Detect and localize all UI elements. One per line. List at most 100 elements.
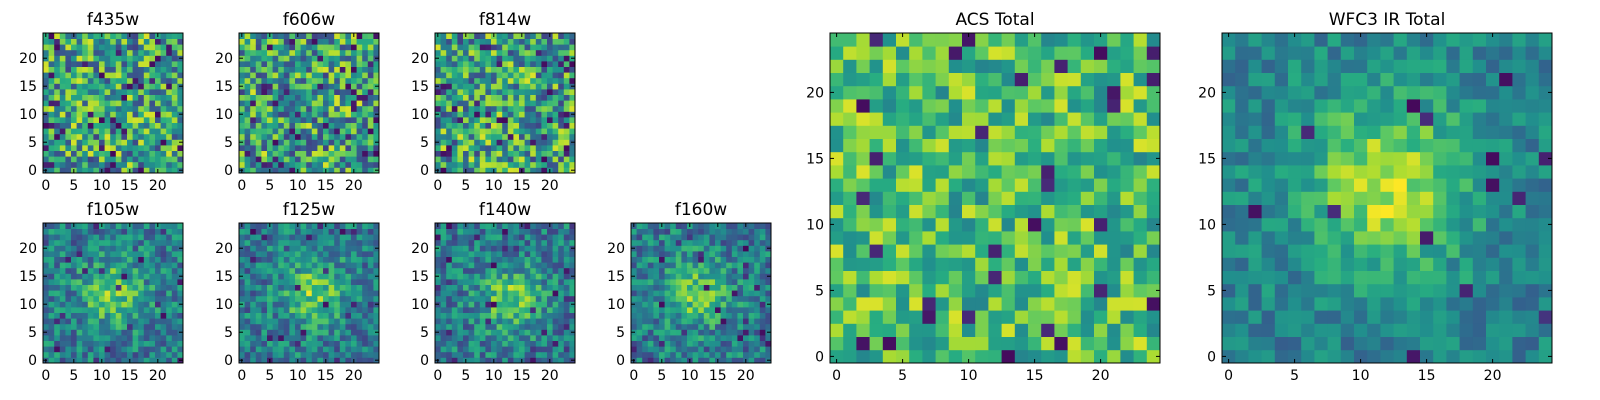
heatmap-cell [87,44,94,51]
heatmap-cell [166,139,173,146]
heatmap-cell [896,310,910,324]
heatmap-cell [317,122,324,129]
heatmap-cell [48,49,55,56]
heatmap-cell [334,273,341,280]
heatmap-cell [261,301,268,308]
y-tick-label: 0 [224,353,233,369]
heatmap-cell [869,244,884,258]
heatmap-cell [765,290,772,297]
heatmap-cell [451,72,458,79]
heatmap-cell [703,245,710,252]
x-tick-label: 15 [121,368,139,384]
heatmap-cell [132,161,139,168]
heatmap-cell [569,234,576,241]
heatmap-cell [334,89,341,95]
heatmap-cell [93,89,100,95]
heatmap-cell [541,161,548,168]
heatmap-cell [1080,323,1095,337]
heatmap-cell [975,257,989,271]
heatmap-cell [300,279,307,285]
heatmap-cell [681,279,688,285]
heatmap-cell [171,89,178,95]
heatmap-cell [569,340,576,347]
heatmap-cell [143,55,150,62]
heatmap-cell [535,307,542,313]
heatmap-cell [160,262,167,269]
heatmap-cell [339,245,346,252]
heatmap-cell [631,228,637,235]
heatmap-cell [631,335,637,341]
heatmap-cell [155,335,161,341]
heatmap-cell [82,44,89,51]
heatmap-cell [59,128,66,135]
heatmap-cell [166,89,173,95]
heatmap-cell [1028,283,1042,298]
heatmap-cell [48,284,55,291]
heatmap-cell [737,228,744,235]
heatmap-cell [110,122,117,129]
heatmap-cell [110,145,117,151]
heatmap-cell [743,284,749,291]
heatmap-cell [435,100,441,107]
heatmap-cell [132,94,139,101]
heatmap-cell [491,228,497,235]
heatmap-cell [457,301,464,308]
heatmap-cell [59,167,66,174]
heatmap-cell [670,295,677,302]
heatmap-cell [869,297,884,311]
heatmap-cell [283,83,290,90]
heatmap-cell [754,357,761,364]
heatmap-cell [283,66,290,73]
heatmap-cell [664,267,671,274]
heatmap-cell [474,133,481,140]
heatmap-cell [71,61,77,67]
heatmap-cell [909,283,923,298]
heatmap-cell [547,234,553,241]
heatmap-cell [653,251,660,257]
heatmap-cell [474,318,481,325]
heatmap-cell [1120,283,1134,298]
heatmap-cell [244,100,251,107]
heatmap-cell [541,284,548,291]
heatmap-cell [468,117,475,123]
heatmap-cell [664,318,671,325]
heatmap-cell [104,117,111,123]
heatmap-cell [468,100,475,107]
heatmap-cell [519,234,525,241]
heatmap-cell [278,145,285,151]
heatmap-cell [82,66,89,73]
heatmap-cell [446,94,453,101]
heatmap-cell [115,55,122,62]
heatmap-cell [631,234,637,241]
heatmap-cell [1001,297,1016,311]
heatmap-cell [267,139,273,146]
heatmap-cell [547,329,553,336]
heatmap-cell [457,111,464,118]
heatmap-cell [272,284,279,291]
heatmap-cell [670,239,677,246]
heatmap-cell [115,312,122,319]
heatmap-cell [935,310,950,324]
heatmap-cell [143,301,150,308]
heatmap-cell [647,290,654,297]
heatmap-cell [496,111,503,118]
heatmap-cell [935,257,950,271]
heatmap-cell [115,267,122,274]
heatmap-cell [328,150,335,157]
heatmap-cell [65,323,72,330]
heatmap-cell [909,204,923,219]
heatmap-cell [754,234,761,241]
heatmap-cell [474,234,481,241]
heatmap-cell [306,139,313,146]
heatmap-cell [547,335,553,341]
heatmap-cell [737,267,744,274]
heatmap-cell [132,105,139,112]
heatmap-cell [166,312,173,319]
heatmap-cell [166,301,173,308]
heatmap-cell [110,94,117,101]
heatmap-cell [463,301,469,308]
heatmap-cell [278,122,285,129]
heatmap-cell [48,133,55,140]
heatmap-cell [935,297,950,311]
heatmap-cell [367,239,374,246]
